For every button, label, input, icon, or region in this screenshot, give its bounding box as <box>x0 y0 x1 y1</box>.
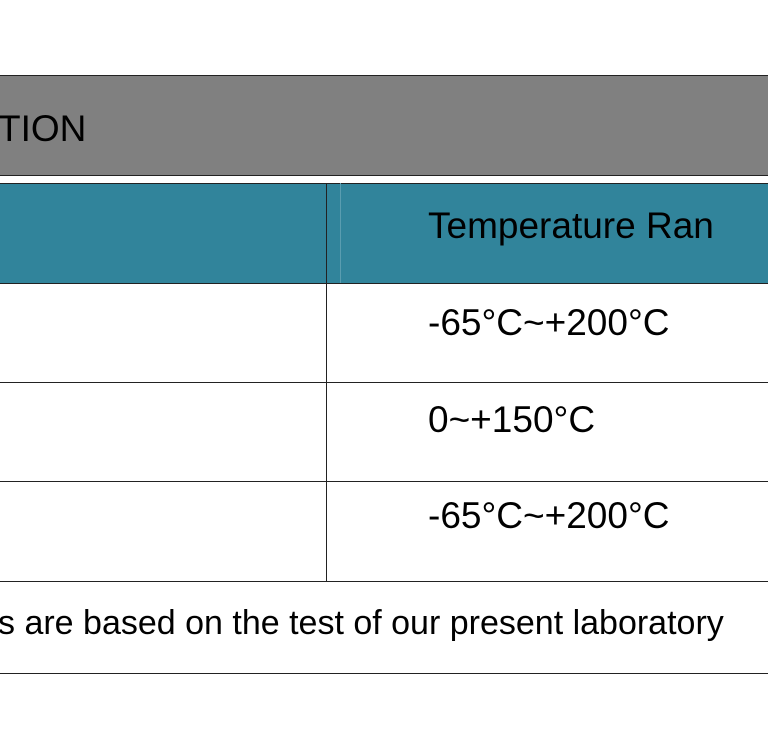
rule <box>0 183 768 184</box>
rule <box>0 481 768 482</box>
rule <box>0 382 768 383</box>
title-text: TION <box>0 108 87 149</box>
rule <box>0 581 768 582</box>
footer-note: s are based on the test of our present l… <box>0 604 724 642</box>
rule <box>0 283 768 284</box>
header-cell: Temperature Ran <box>428 205 714 246</box>
column-divider <box>340 183 341 283</box>
table-cell: -65°C~+200°C <box>428 302 670 343</box>
rule <box>0 175 768 176</box>
rule <box>0 673 768 674</box>
table-header <box>0 183 768 283</box>
title-band <box>0 75 768 175</box>
rule <box>0 75 768 76</box>
table-cell: 0~+150°C <box>428 399 596 440</box>
table-cell: -65°C~+200°C <box>428 495 670 536</box>
